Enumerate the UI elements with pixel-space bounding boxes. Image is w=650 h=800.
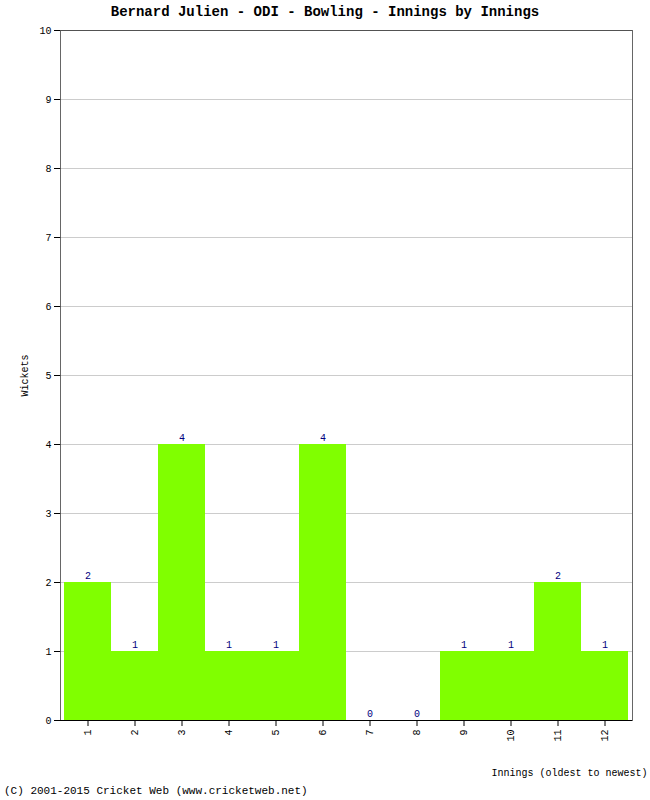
svg-text:Innings (oldest to newest): Innings (oldest to newest) — [491, 768, 647, 779]
html-text:Bernard Julien - ODI - Bowling: Bernard Julien - ODI - Bowling - Innings… — [110, 4, 540, 20]
svg-text:5: 5 — [45, 371, 51, 382]
svg-text:1: 1 — [602, 640, 608, 651]
svg-text:2: 2 — [45, 578, 51, 589]
svg-text:1: 1 — [461, 640, 467, 651]
svg-text:4: 4 — [320, 433, 326, 444]
svg-text:2: 2 — [130, 730, 141, 736]
svg-text:3: 3 — [45, 509, 51, 520]
svg-text:12: 12 — [600, 730, 611, 742]
svg-text:8: 8 — [412, 730, 423, 736]
svg-text:5: 5 — [271, 730, 282, 736]
svg-text:0: 0 — [367, 709, 373, 720]
svg-text:9: 9 — [45, 95, 51, 106]
svg-text:10: 10 — [39, 26, 51, 37]
svg-text:10: 10 — [506, 730, 517, 742]
svg-text:1: 1 — [273, 640, 279, 651]
svg-text:4: 4 — [179, 433, 185, 444]
svg-text:1: 1 — [132, 640, 138, 651]
svg-text:2: 2 — [555, 571, 561, 582]
svg-text:3: 3 — [177, 730, 188, 736]
svg-text:2: 2 — [85, 571, 91, 582]
svg-text:0: 0 — [414, 709, 420, 720]
svg-text:6: 6 — [45, 302, 51, 313]
svg-text:7: 7 — [365, 730, 376, 736]
html-text:(C) 2001-2015 Cricket Web (www: (C) 2001-2015 Cricket Web (www.cricketwe… — [4, 785, 308, 797]
svg-text:7: 7 — [45, 233, 51, 244]
svg-text:Wickets: Wickets — [20, 354, 31, 396]
svg-text:4: 4 — [45, 440, 51, 451]
svg-text:8: 8 — [45, 164, 51, 175]
svg-text:4: 4 — [224, 730, 235, 736]
svg-text:9: 9 — [459, 730, 470, 736]
svg-text:1: 1 — [83, 730, 94, 736]
svg-text:1: 1 — [508, 640, 514, 651]
svg-text:11: 11 — [553, 730, 564, 742]
svg-text:1: 1 — [45, 647, 51, 658]
svg-text:6: 6 — [318, 730, 329, 736]
svg-text:1: 1 — [226, 640, 232, 651]
svg-text:0: 0 — [45, 716, 51, 727]
